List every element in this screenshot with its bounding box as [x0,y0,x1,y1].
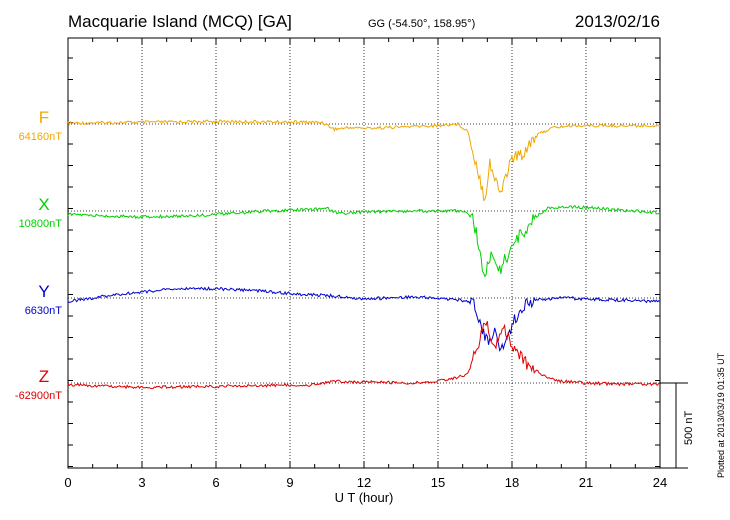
plot-date: 2013/02/16 [575,12,660,31]
x-tick-label: 3 [138,475,145,490]
station-title: Macquarie Island (MCQ) [GA] [68,12,292,31]
series-z-line [67,321,661,390]
x-tick-label: 12 [357,475,371,490]
series-y-line [67,286,661,352]
series-f-baseline-label: 64160nT [19,131,63,143]
label-layer: 0 3 6 9 12 15 18 21 24 F 64160nT X 10800nT Y 6630nT Z -6… [15,108,667,490]
series-x-baseline-label: 10800nT [19,218,63,230]
series-f-line [67,119,661,202]
series-y-baseline-label: 6630nT [25,305,63,317]
tick-layer [67,38,661,468]
x-tick-label: 24 [653,475,667,490]
station-coordinates: GG (-54.50°, 158.95°) [368,18,475,30]
x-tick-label: 18 [505,475,519,490]
series-z-label: Z [39,367,49,386]
x-axis-label: U T (hour) [335,490,394,505]
plot-frame [67,37,661,469]
series-f-label: F [39,108,49,127]
series-y-label: Y [38,282,49,301]
x-tick-label: 21 [579,475,593,490]
series-layer [67,119,661,390]
x-tick-label: 9 [286,475,293,490]
series-x-line [67,204,661,278]
x-tick-label: 15 [431,475,445,490]
series-z-baseline-label: -62900nT [15,390,62,402]
grid-layer [68,38,660,468]
scale-bar-label: 500 nT [683,410,695,445]
scale-bar: 500 nT [660,382,695,469]
plotted-at-note: Plotted at 2013/03/19 01:35 UT [716,352,726,478]
x-tick-label: 0 [64,475,71,490]
series-x-label: X [38,195,49,214]
x-tick-label: 6 [212,475,219,490]
